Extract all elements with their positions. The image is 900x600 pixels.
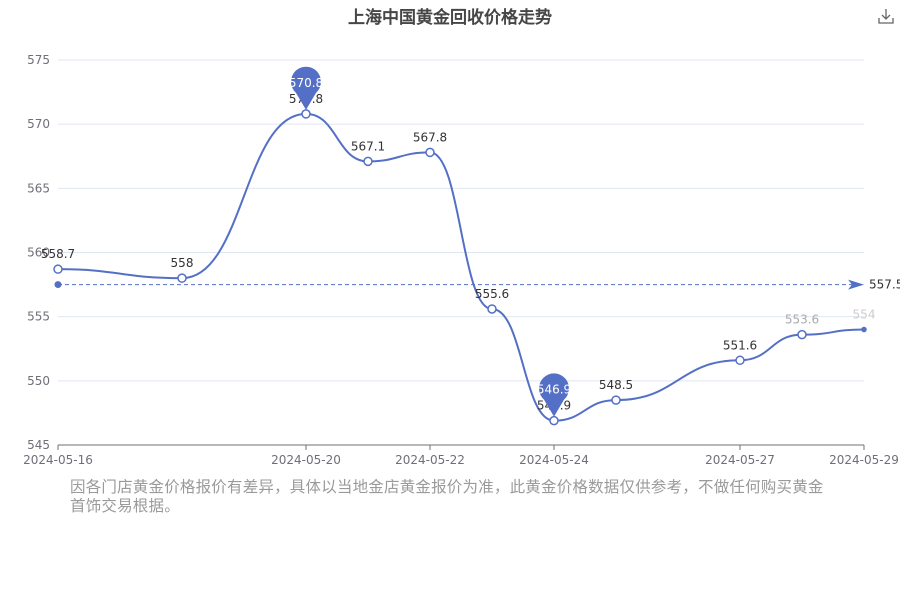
min-mark-pin xyxy=(539,373,570,417)
min-mark-label: 546.9 xyxy=(537,383,571,397)
y-tick-label: 545 xyxy=(27,438,50,452)
data-point xyxy=(797,329,807,340)
y-axis: 545 550 555 560 565 570 575 xyxy=(27,53,50,452)
data-label: 554 xyxy=(853,308,876,322)
data-point xyxy=(177,273,187,283)
data-label: 558.7 xyxy=(41,247,75,261)
data-point xyxy=(425,147,435,158)
average-mark-line: 557.5 xyxy=(54,278,900,292)
data-point xyxy=(611,395,621,405)
data-label: 548.5 xyxy=(599,378,633,392)
data-point xyxy=(735,355,745,366)
average-line-label: 557.5 xyxy=(869,278,900,292)
disclaimer-text: 因各门店黄金价格报价有差异，具体以当地金店黄金报价为准，此黄金价格数据仅供参考，… xyxy=(70,478,824,515)
x-tick-label: 2024-05-27 xyxy=(705,453,775,467)
data-point xyxy=(53,264,63,274)
x-tick-label: 2024-05-29 xyxy=(829,453,899,467)
x-tick-label: 2024-05-24 xyxy=(519,453,589,467)
chart-title: 上海中国黄金回收价格走势 xyxy=(348,8,552,28)
y-tick-label: 565 xyxy=(27,181,50,195)
data-points xyxy=(53,109,867,426)
data-point xyxy=(549,415,559,426)
max-mark-pin xyxy=(291,66,321,110)
download-icon[interactable] xyxy=(876,6,896,26)
mark-points: 570.8 546.9 xyxy=(289,66,571,417)
y-tick-label: 570 xyxy=(27,117,50,131)
data-label: 553.6 xyxy=(785,313,819,327)
x-tick-label: 2024-05-16 xyxy=(23,453,93,467)
x-tick-label: 2024-05-20 xyxy=(271,453,341,467)
data-label: 567.8 xyxy=(413,130,447,144)
y-tick-label: 555 xyxy=(27,310,50,324)
y-tick-label: 550 xyxy=(27,374,50,388)
y-tick-label: 560 xyxy=(27,246,50,260)
data-point xyxy=(301,109,311,119)
data-point xyxy=(487,304,497,314)
data-point xyxy=(861,326,867,333)
x-axis: 2024-05-16 2024-05-20 2024-05-22 2024-05-24… xyxy=(23,444,899,467)
x-tick-label: 2024-05-22 xyxy=(395,453,465,467)
data-label: 558 xyxy=(171,256,194,270)
data-label: 551.6 xyxy=(723,338,757,352)
max-mark-label: 570.8 xyxy=(289,76,323,90)
average-line-arrow xyxy=(848,279,864,290)
data-point xyxy=(363,156,373,167)
data-label: 567.1 xyxy=(351,139,385,153)
y-tick-label: 575 xyxy=(27,53,50,67)
data-label: 555.6 xyxy=(475,287,509,301)
average-line-start xyxy=(54,281,62,289)
grid-lines xyxy=(58,59,864,382)
